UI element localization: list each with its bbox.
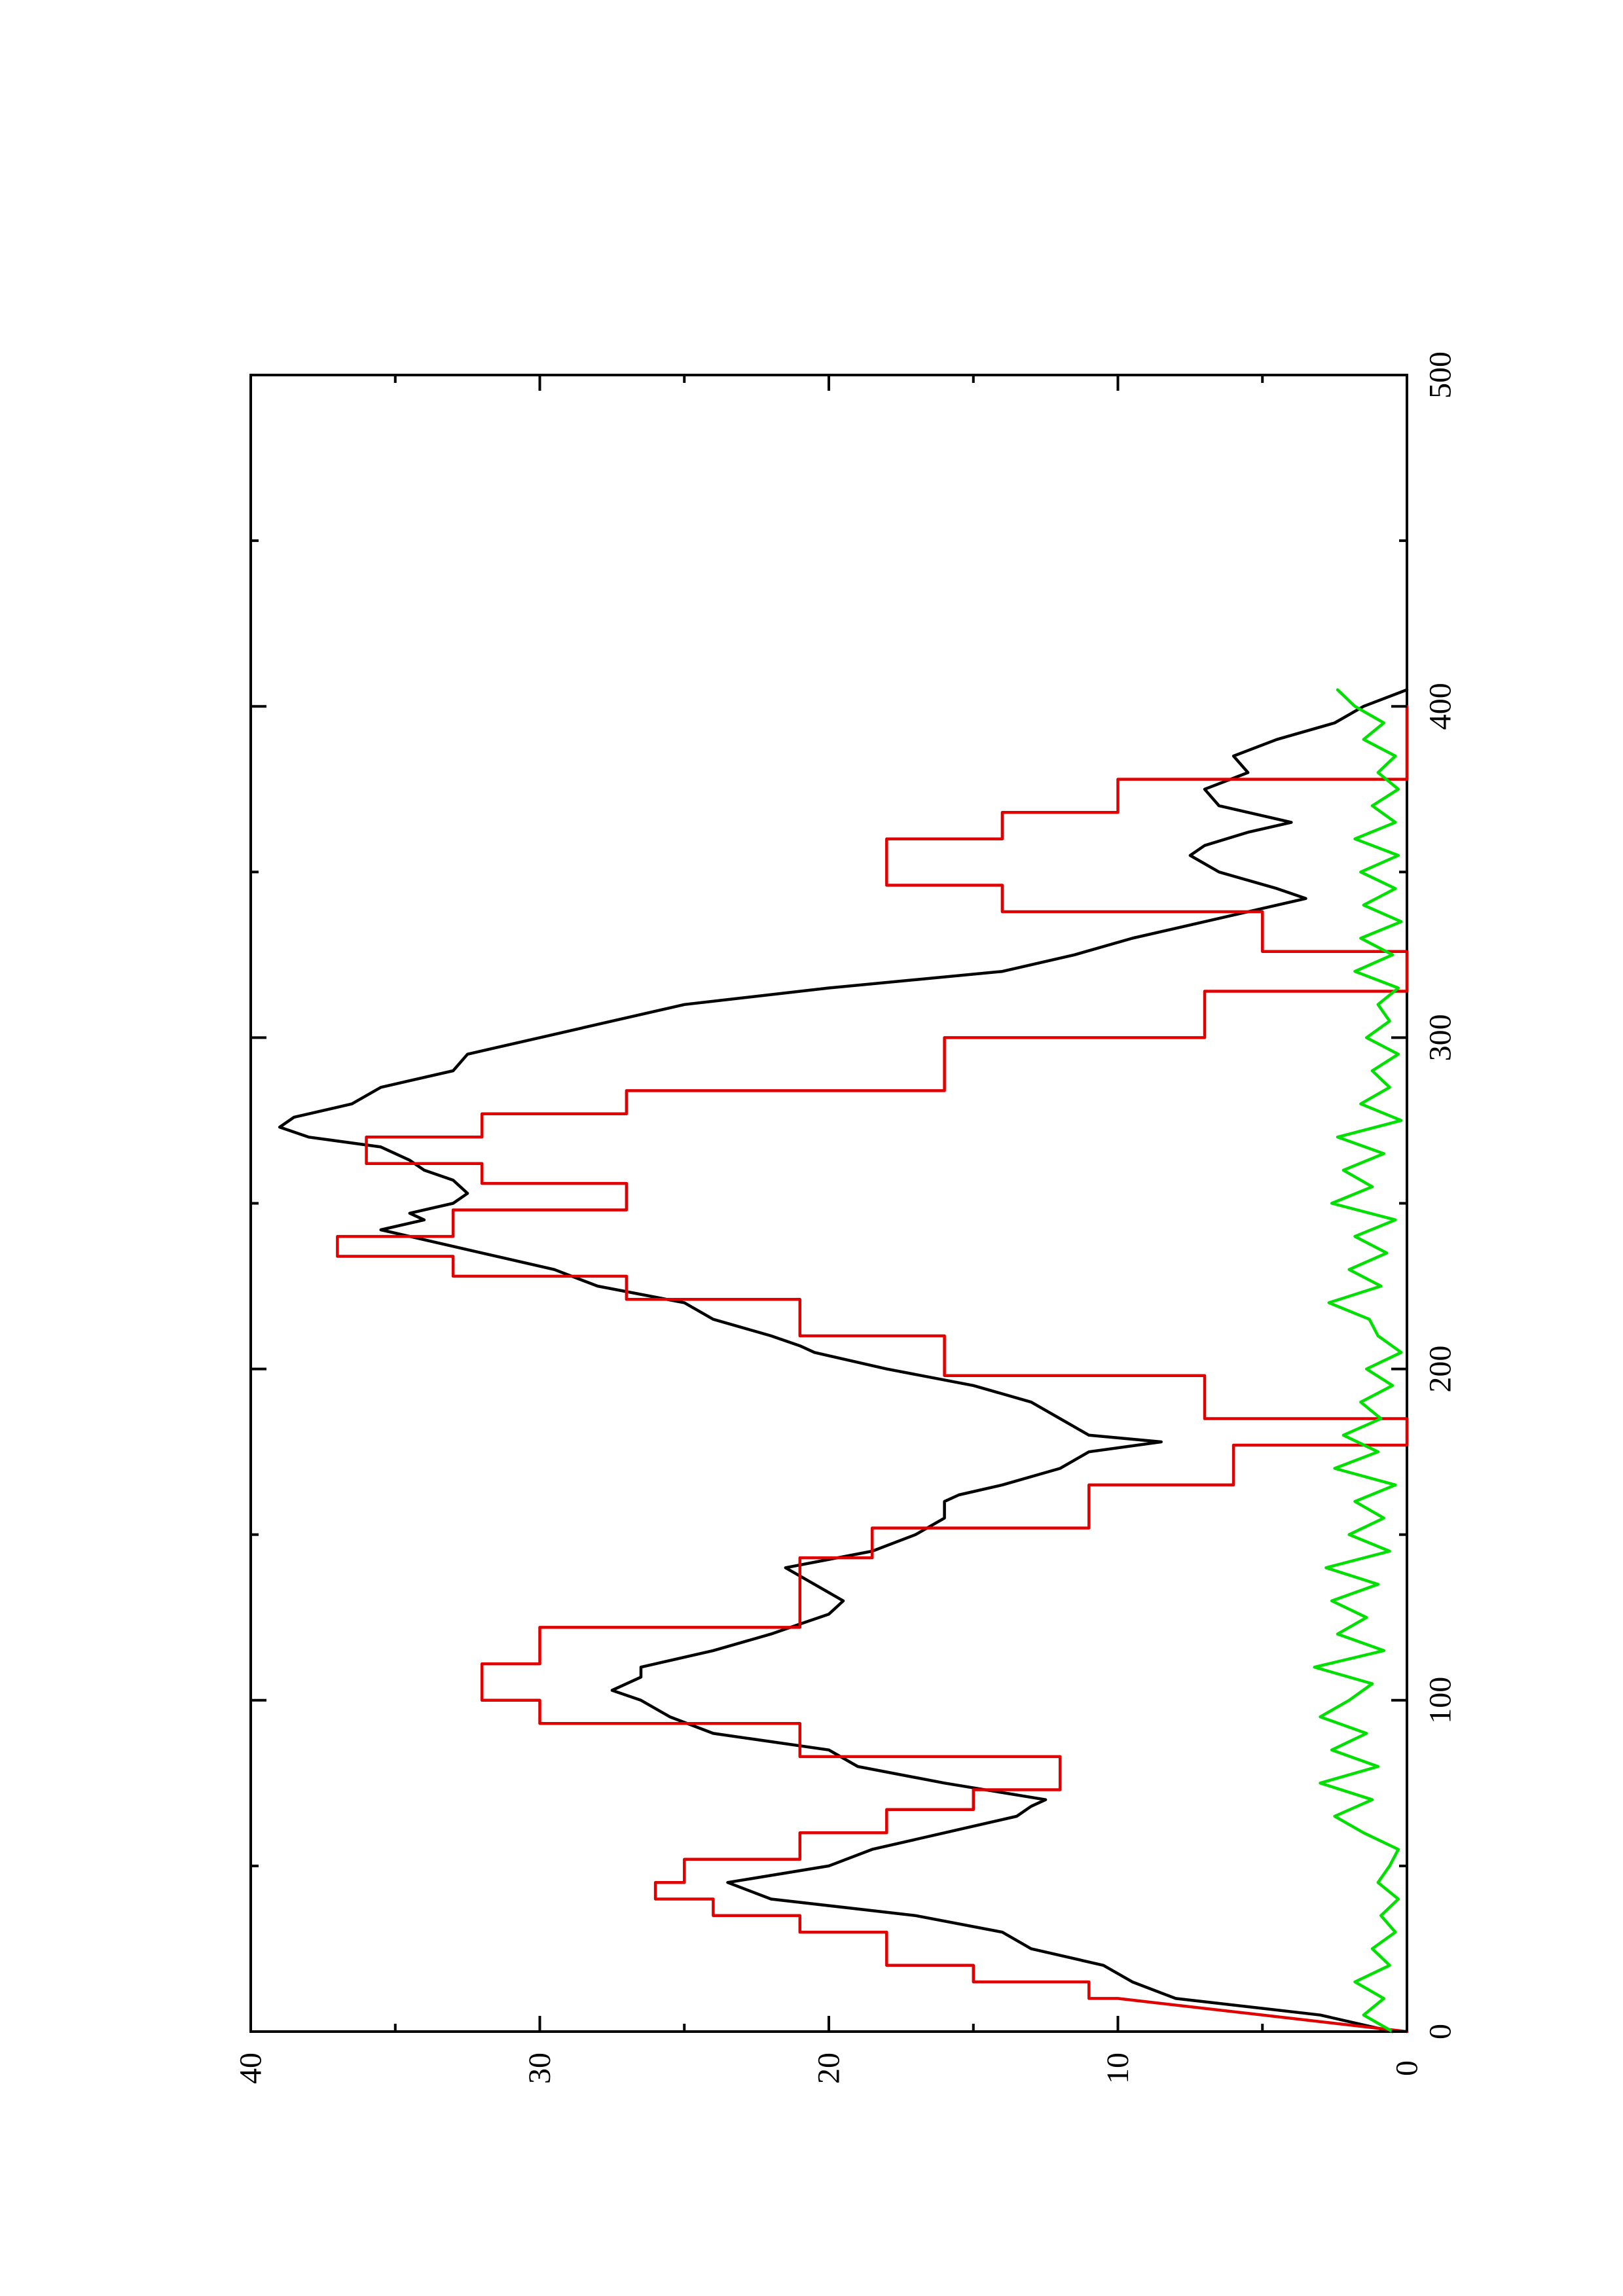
series-line-2 (336, 704, 1409, 2034)
axis-ticks (249, 374, 1408, 2033)
x-tick-label: 200 (1423, 1346, 1458, 1393)
series-line-3 (1313, 688, 1403, 2034)
y-tick-label: 0 (1390, 2060, 1425, 2076)
x-tick-label: 500 (1423, 351, 1458, 399)
y-tick-label: 20 (812, 2053, 847, 2084)
series-line-1 (278, 688, 1409, 2034)
x-tick-label: 100 (1423, 1677, 1458, 1724)
plot-area (249, 374, 1408, 2033)
x-tick-label: 400 (1423, 683, 1458, 730)
x-tick-label: 300 (1423, 1014, 1458, 1061)
y-tick-label: 10 (1101, 2053, 1135, 2084)
y-tick-label: 30 (522, 2053, 557, 2084)
series-layer (278, 688, 1409, 2034)
plot-frame (249, 374, 1408, 2033)
x-tick-label: 0 (1423, 2024, 1458, 2039)
y-tick-label: 40 (234, 2053, 268, 2084)
tick-labels: 0 100 200 300 400 500 0 10 20 30 40 (234, 351, 1458, 2084)
